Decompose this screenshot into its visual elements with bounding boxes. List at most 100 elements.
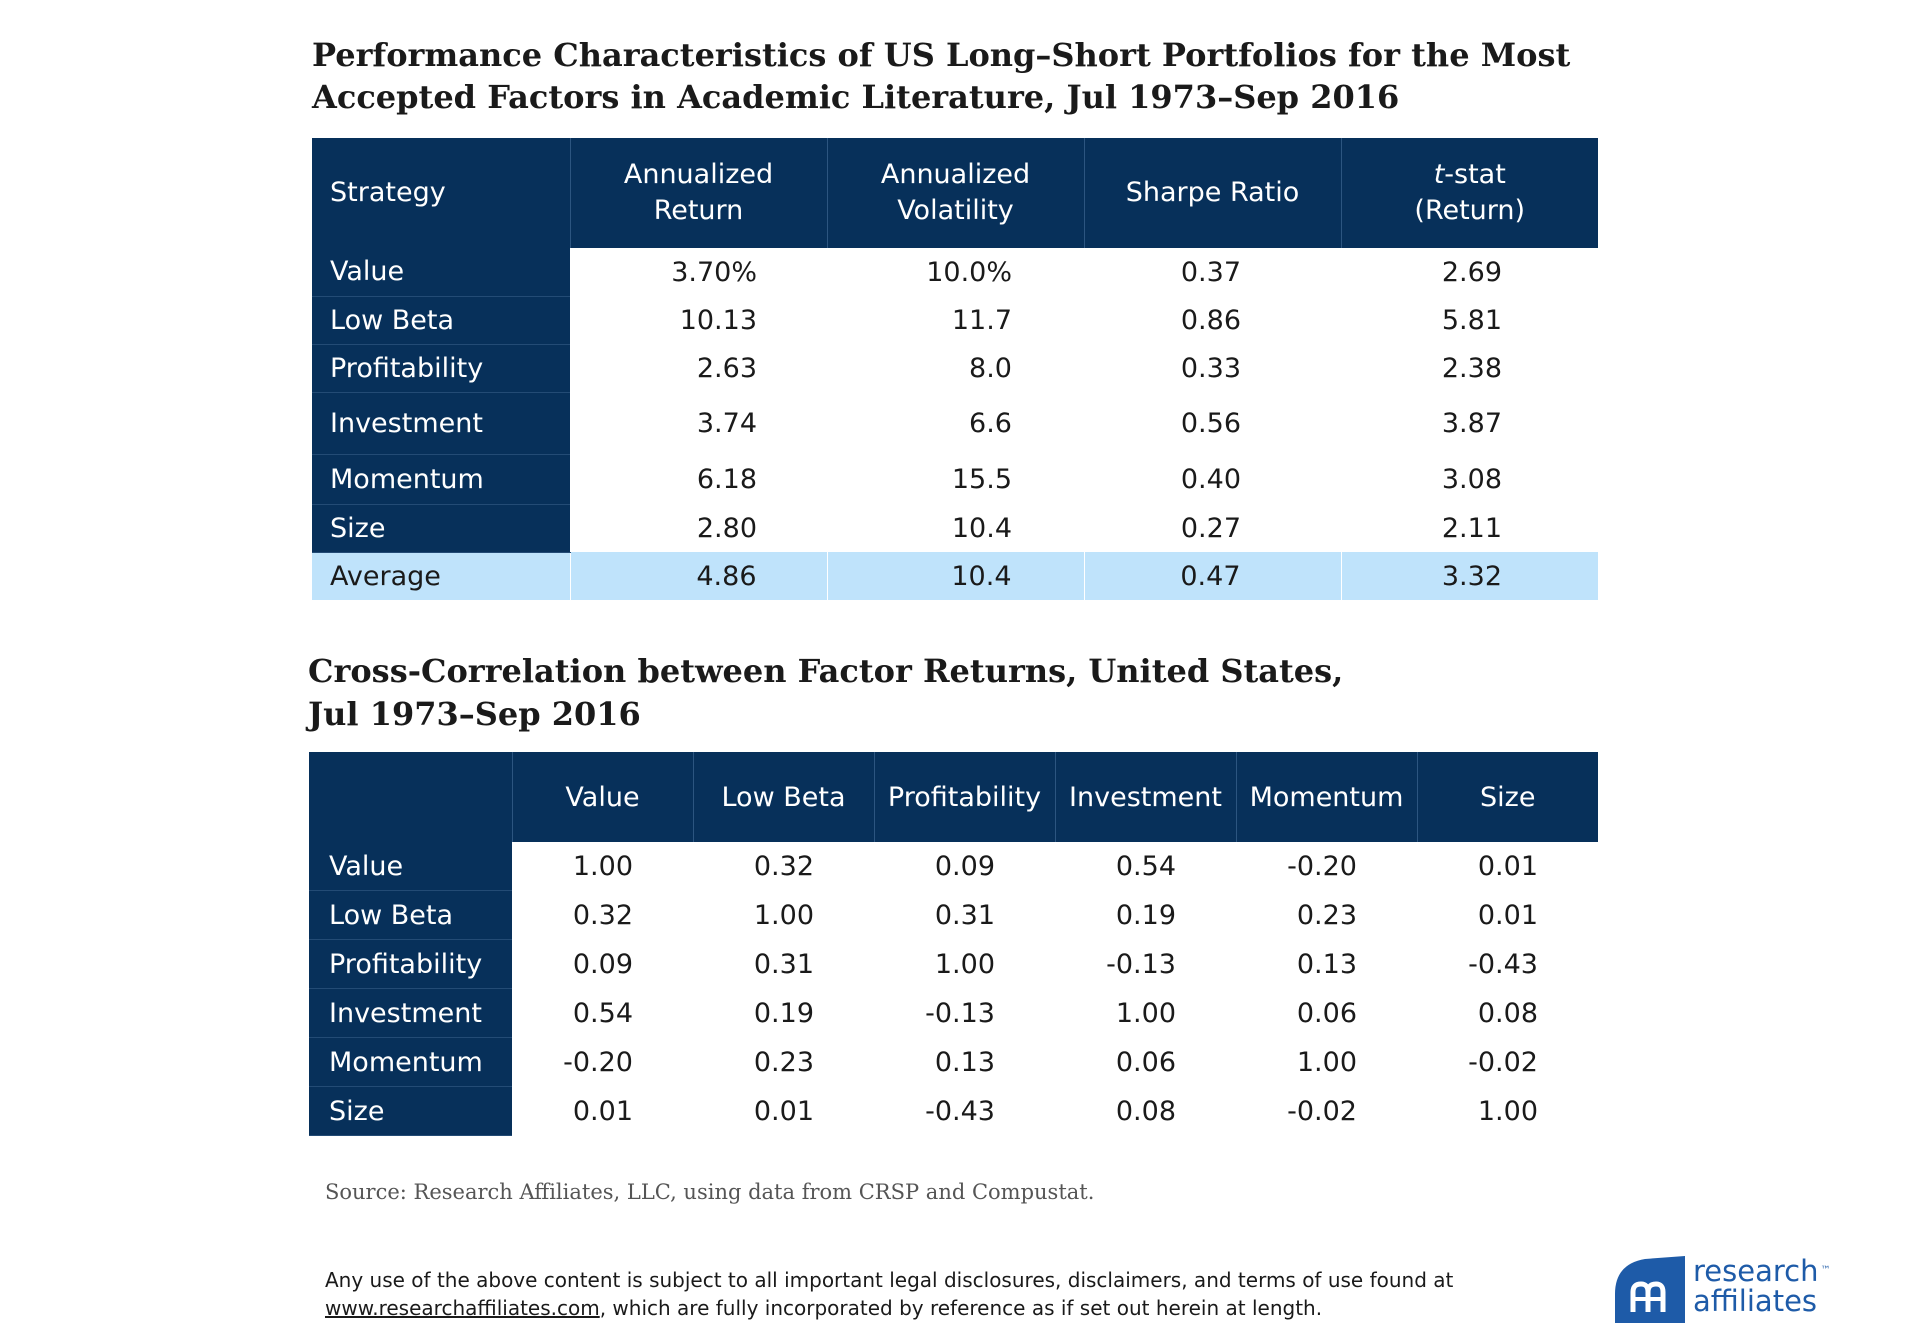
disclaimer-line1: Any use of the above content is subject … [325, 1268, 1454, 1292]
return-cell: 3.70% [671, 256, 757, 288]
source-note: Source: Research Affiliates, LLC, using … [325, 1180, 1095, 1204]
correlation-row: Investment 0.54 0.19 -0.13 1.00 0.06 0.08 [309, 988, 1598, 1038]
correlation-cell: -0.20 [563, 1046, 633, 1078]
performance-row: Value 3.70% 10.0% 0.37 2.69 [312, 248, 1598, 297]
header-tstat-rest: -stat [1444, 159, 1506, 190]
correlation-cell: 1.00 [753, 899, 814, 931]
performance-table: Strategy Annualized Return Annualized Vo… [312, 138, 1598, 600]
sharpe-cell: 0.56 [1180, 407, 1241, 439]
table1-title: Performance Characteristics of US Long–S… [312, 34, 1612, 118]
header-return-line1: Annualized [623, 159, 774, 190]
correlation-cell: 1.00 [1477, 1095, 1538, 1127]
correlation-column-header: Value [511, 752, 693, 842]
correlation-row: Low Beta 0.32 1.00 0.31 0.19 0.23 0.01 [309, 890, 1598, 940]
correlation-cell: -0.13 [925, 997, 995, 1029]
correlation-row: Profitability 0.09 0.31 1.00 -0.13 0.13 -0.43 [309, 939, 1598, 989]
strategy-label: Size [312, 504, 570, 553]
strategy-label: Investment [312, 392, 570, 455]
tstat-cell: 3.08 [1441, 463, 1502, 495]
return-cell: 2.80 [696, 512, 757, 544]
correlation-column-header: Profitability [873, 752, 1055, 842]
sharpe-cell: 0.40 [1180, 463, 1241, 495]
tstat-cell: 5.81 [1441, 304, 1502, 336]
tstat-cell: 3.87 [1441, 407, 1502, 439]
correlation-cell: 1.00 [1115, 997, 1176, 1029]
research-affiliates-logo-icon [1615, 1256, 1685, 1323]
correlation-cell: -0.43 [1468, 948, 1538, 980]
performance-row: Investment 3.74 6.6 0.56 3.87 [312, 392, 1598, 455]
logo-wordmark: research ™ affiliates [1693, 1256, 1830, 1316]
correlation-cell: -0.20 [1287, 850, 1357, 882]
average-volatility-cell: 10.4 [826, 552, 1084, 600]
correlation-cell: 0.31 [753, 948, 814, 980]
correlation-cell: 0.13 [1296, 948, 1357, 980]
average-tstat-cell: 3.32 [1340, 552, 1598, 600]
correlation-column-header: Momentum [1235, 752, 1417, 842]
logo-text-research: research [1693, 1254, 1819, 1288]
correlation-cell: -0.13 [1106, 948, 1176, 980]
tstat-cell: 2.69 [1441, 256, 1502, 288]
correlation-cell: 0.54 [1115, 850, 1176, 882]
volatility-cell: 10.0% [926, 256, 1012, 288]
correlation-corner-cell [309, 752, 512, 842]
header-tstat: t-stat (Return) [1340, 138, 1598, 248]
header-vol-line2: Volatility [897, 195, 1014, 226]
correlation-cell: 0.31 [934, 899, 995, 931]
website-link[interactable]: www.researchaffiliates.com [325, 1296, 600, 1320]
header-return-line2: Return [653, 195, 744, 226]
volatility-cell: 8.0 [969, 352, 1012, 384]
disclaimer-line2: , which are fully incorporated by refere… [599, 1296, 1323, 1320]
strategy-label: Profitability [312, 344, 570, 393]
average-row: Average 4.86 10.4 0.47 3.32 [312, 552, 1598, 600]
correlation-row-label: Size [309, 1086, 512, 1136]
return-cell: 3.74 [696, 407, 757, 439]
tstat-cell: 2.11 [1441, 512, 1502, 544]
sharpe-cell: 0.37 [1180, 256, 1241, 288]
correlation-row-label: Profitability [309, 939, 512, 989]
correlation-row-label: Value [309, 842, 512, 891]
correlation-column-header: Investment [1054, 752, 1236, 842]
header-tstat-line2: (Return) [1414, 195, 1526, 226]
sharpe-cell: 0.86 [1180, 304, 1241, 336]
performance-row: Low Beta 10.13 11.7 0.86 5.81 [312, 296, 1598, 345]
performance-row: Momentum 6.18 15.5 0.40 3.08 [312, 454, 1598, 505]
table1-title-line1: Performance Characteristics of US Long–S… [312, 36, 1571, 74]
volatility-cell: 11.7 [951, 304, 1012, 336]
correlation-cell: 1.00 [1296, 1046, 1357, 1078]
correlation-column-header: Low Beta [692, 752, 874, 842]
header-sharpe-ratio: Sharpe Ratio [1083, 138, 1341, 248]
correlation-cell: 0.32 [753, 850, 814, 882]
return-cell: 2.63 [696, 352, 757, 384]
correlation-cell: 1.00 [572, 850, 633, 882]
correlation-cell: 0.01 [1477, 850, 1538, 882]
correlation-cell: 0.19 [753, 997, 814, 1029]
legal-disclaimer: Any use of the above content is subject … [325, 1266, 1525, 1322]
correlation-cell: -0.43 [925, 1095, 995, 1127]
correlation-cell: 1.00 [934, 948, 995, 980]
correlation-cell: 0.09 [572, 948, 633, 980]
correlation-row: Size 0.01 0.01 -0.43 0.08 -0.02 1.00 [309, 1086, 1598, 1136]
average-label: Average [312, 552, 570, 600]
correlation-row: Value 1.00 0.32 0.09 0.54 -0.20 0.01 [309, 842, 1598, 891]
table2-title-line1: Cross-Correlation between Factor Returns… [308, 652, 1344, 690]
volatility-cell: 15.5 [951, 463, 1012, 495]
correlation-cell: 0.19 [1115, 899, 1176, 931]
correlation-row-label: Investment [309, 988, 512, 1038]
correlation-cell: 0.54 [572, 997, 633, 1029]
sharpe-cell: 0.27 [1180, 512, 1241, 544]
header-vol-line1: Annualized [880, 159, 1031, 190]
strategy-label: Low Beta [312, 296, 570, 345]
correlation-cell: 0.01 [753, 1095, 814, 1127]
correlation-table: Value Low Beta Profitability Investment Mome… [309, 752, 1598, 1136]
correlation-row: Momentum -0.20 0.23 0.13 0.06 1.00 -0.02 [309, 1037, 1598, 1087]
correlation-cell: 0.23 [1296, 899, 1357, 931]
correlation-cell: -0.02 [1287, 1095, 1357, 1127]
correlation-row-label: Low Beta [309, 890, 512, 940]
correlation-cell: 0.01 [1477, 899, 1538, 931]
performance-table-header-row: Strategy Annualized Return Annualized Vo… [312, 138, 1598, 248]
header-strategy: Strategy [312, 138, 570, 248]
performance-row: Profitability 2.63 8.0 0.33 2.38 [312, 344, 1598, 393]
average-return-cell: 4.86 [569, 552, 827, 600]
correlation-cell: 0.06 [1115, 1046, 1176, 1078]
return-cell: 10.13 [679, 304, 757, 336]
